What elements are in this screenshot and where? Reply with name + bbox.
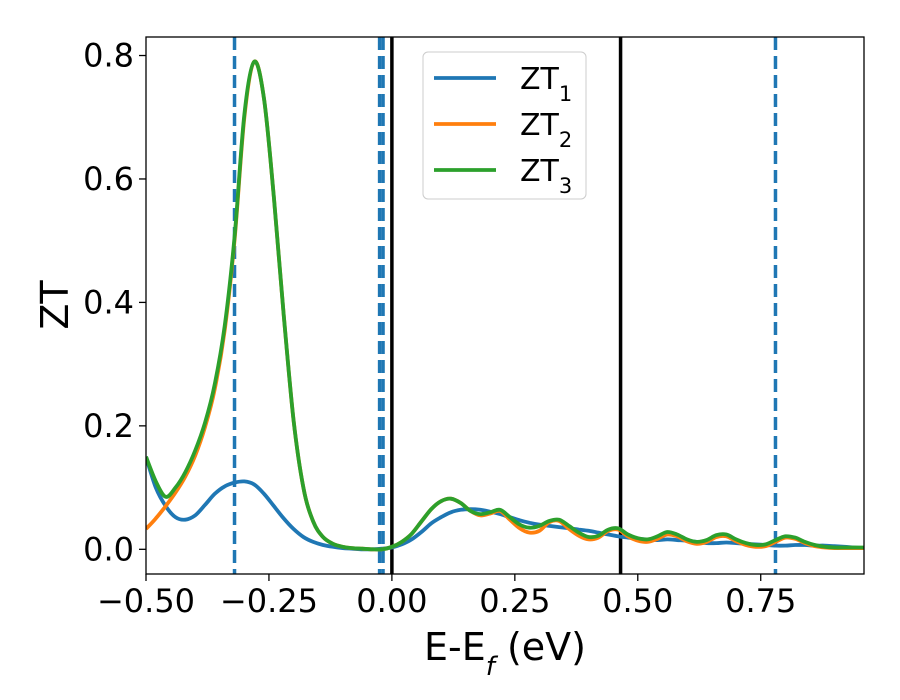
y-tick-label: 0.4 bbox=[83, 283, 134, 321]
x-tick-label: 0.00 bbox=[356, 582, 427, 620]
x-axis-label-main: E-E bbox=[424, 625, 486, 669]
x-tick-label: −0.50 bbox=[97, 582, 195, 620]
x-tick-label: 0.25 bbox=[479, 582, 550, 620]
y-axis-label: ZT bbox=[33, 280, 77, 330]
legend-box bbox=[422, 51, 587, 200]
legend-label-subscript: 1 bbox=[559, 82, 572, 106]
legend-label-text: ZT bbox=[520, 62, 560, 97]
legend-label-subscript: 2 bbox=[559, 128, 572, 152]
x-axis-label-unit: (eV) bbox=[495, 625, 586, 669]
y-tick-label: 0.8 bbox=[83, 37, 134, 75]
legend-label-3: ZT3 bbox=[520, 154, 572, 198]
x-tick-label: −0.25 bbox=[220, 582, 318, 620]
y-axis: 0.0 0.2 0.4 0.6 0.8 bbox=[83, 37, 146, 568]
x-tick-label: 0.50 bbox=[602, 582, 673, 620]
series-line-3 bbox=[146, 59, 864, 552]
x-axis-label: E-Ef (eV) bbox=[424, 625, 586, 682]
series-line-1 bbox=[146, 456, 864, 552]
legend-label-1: ZT1 bbox=[520, 62, 572, 106]
legend-label-2: ZT2 bbox=[520, 108, 572, 152]
y-tick-label: 0.6 bbox=[83, 160, 134, 198]
legend-label-text: ZT bbox=[520, 154, 560, 189]
plot-frame bbox=[145, 36, 865, 575]
y-tick-label: 0.0 bbox=[83, 530, 134, 568]
y-tick-label: 0.2 bbox=[83, 407, 134, 445]
legend-label-subscript: 3 bbox=[559, 174, 572, 198]
series-group bbox=[146, 59, 864, 552]
x-tick-label: 0.75 bbox=[725, 582, 796, 620]
x-axis: −0.50 −0.25 0.00 0.25 0.50 0.75 bbox=[97, 574, 796, 620]
legend-label-text: ZT bbox=[520, 108, 560, 143]
